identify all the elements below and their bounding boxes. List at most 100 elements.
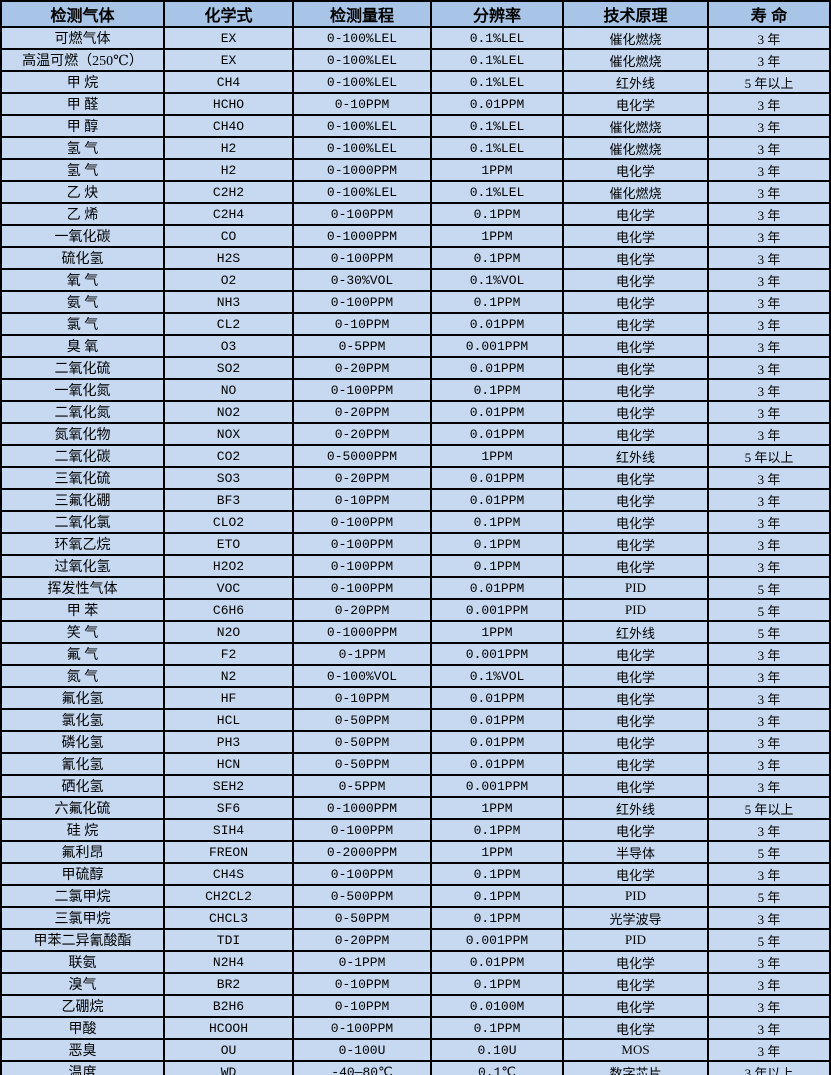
table-cell: 0.01PPM — [430, 92, 564, 116]
table-row: 硫化氢 H2S 0-100PPM 0.1PPM 电化学 3 年 — [0, 246, 831, 270]
table-cell: HCN — [163, 752, 294, 776]
table-cell: 3 年 — [707, 136, 831, 160]
table-cell: 0.1%LEL — [430, 48, 564, 72]
table-cell: 0-100PPM — [292, 554, 432, 578]
table-row: 氢 气 H2 0-100%LEL 0.1%LEL 催化燃烧 3 年 — [0, 136, 831, 160]
table-cell: 5 年 — [707, 576, 831, 600]
table-cell: 可燃气体 — [0, 26, 165, 50]
table-cell: 红外线 — [562, 70, 709, 94]
table-cell: 笑 气 — [0, 620, 165, 644]
table-cell: CH4O — [163, 114, 294, 138]
table-cell: 电化学 — [562, 862, 709, 886]
table-cell: 0-50PPM — [292, 752, 432, 776]
table-cell: 5 年 — [707, 884, 831, 908]
table-row: 乙 烯 C2H4 0-100PPM 0.1PPM 电化学 3 年 — [0, 202, 831, 226]
table-cell: 3 年 — [707, 950, 831, 974]
table-cell: 0.001PPM — [430, 642, 564, 666]
table-row: 甲 苯 C6H6 0-20PPM 0.001PPM PID 5 年 — [0, 598, 831, 622]
table-cell: 0-20PPM — [292, 422, 432, 446]
table-cell: 电化学 — [562, 664, 709, 688]
table-cell: 0.1℃ — [430, 1060, 564, 1075]
table-cell: 0-30%VOL — [292, 268, 432, 292]
table-cell: 0-100%LEL — [292, 114, 432, 138]
table-cell: 3 年 — [707, 378, 831, 402]
table-cell: 电化学 — [562, 92, 709, 116]
table-cell: C2H2 — [163, 180, 294, 204]
table-cell: 0-50PPM — [292, 708, 432, 732]
table-cell: 乙 烯 — [0, 202, 165, 226]
table-cell: 0.1PPM — [430, 884, 564, 908]
table-row: 磷化氢 PH3 0-50PPM 0.01PPM 电化学 3 年 — [0, 730, 831, 754]
table-cell: NO — [163, 378, 294, 402]
table-cell: 红外线 — [562, 796, 709, 820]
table-cell: C2H4 — [163, 202, 294, 226]
table-cell: 0-100%VOL — [292, 664, 432, 688]
header-chemical-formula: 化学式 — [163, 0, 294, 28]
table-row: 甲 醇 CH4O 0-100%LEL 0.1%LEL 催化燃烧 3 年 — [0, 114, 831, 138]
table-cell: 二氧化氮 — [0, 400, 165, 424]
table-row: 乙 炔 C2H2 0-100%LEL 0.1%LEL 催化燃烧 3 年 — [0, 180, 831, 204]
table-cell: 0-1000PPM — [292, 224, 432, 248]
table-cell: 三氧化硫 — [0, 466, 165, 490]
table-cell: C6H6 — [163, 598, 294, 622]
table-cell: 5 年 — [707, 598, 831, 622]
table-cell: 0-10PPM — [292, 994, 432, 1018]
table-cell: 数字芯片 — [562, 1060, 709, 1075]
table-row: 三氟化硼 BF3 0-10PPM 0.01PPM 电化学 3 年 — [0, 488, 831, 512]
table-cell: EX — [163, 26, 294, 50]
table-row: 二氧化碳 CO2 0-5000PPM 1PPM 红外线 5 年以上 — [0, 444, 831, 468]
table-cell: 环氧乙烷 — [0, 532, 165, 556]
table-cell: 3 年以上 — [707, 1060, 831, 1075]
table-cell: F2 — [163, 642, 294, 666]
table-cell: NH3 — [163, 290, 294, 314]
table-cell: HF — [163, 686, 294, 710]
table-row: 可燃气体 EX 0-100%LEL 0.1%LEL 催化燃烧 3 年 — [0, 26, 831, 50]
table-cell: 3 年 — [707, 862, 831, 886]
table-cell: 0-100%LEL — [292, 26, 432, 50]
table-cell: 0-1000PPM — [292, 620, 432, 644]
table-cell: CL2 — [163, 312, 294, 336]
table-cell: 3 年 — [707, 972, 831, 996]
table-cell: 0.01PPM — [430, 708, 564, 732]
table-cell: SO2 — [163, 356, 294, 380]
table-cell: 3 年 — [707, 708, 831, 732]
table-cell: 电化学 — [562, 686, 709, 710]
table-cell: HCL — [163, 708, 294, 732]
table-cell: 氯 气 — [0, 312, 165, 336]
table-row: 六氟化硫 SF6 0-1000PPM 1PPM 红外线 5 年以上 — [0, 796, 831, 820]
table-cell: H2 — [163, 158, 294, 182]
table-row: 挥发性气体 VOC 0-100PPM 0.01PPM PID 5 年 — [0, 576, 831, 600]
table-cell: 甲苯二异氰酸酯 — [0, 928, 165, 952]
table-cell: O3 — [163, 334, 294, 358]
table-cell: HCHO — [163, 92, 294, 116]
table-cell: 甲 苯 — [0, 598, 165, 622]
table-cell: 1PPM — [430, 224, 564, 248]
table-cell: SF6 — [163, 796, 294, 820]
table-cell: 0.01PPM — [430, 356, 564, 380]
table-cell: 0-100PPM — [292, 818, 432, 842]
table-row: 氟利昂 FREON 0-2000PPM 1PPM 半导体 5 年 — [0, 840, 831, 864]
table-row: 氮 气 N2 0-100%VOL 0.1%VOL 电化学 3 年 — [0, 664, 831, 688]
table-cell: 3 年 — [707, 1016, 831, 1040]
table-cell: 氟利昂 — [0, 840, 165, 864]
table-cell: 3 年 — [707, 642, 831, 666]
table-cell: 溴气 — [0, 972, 165, 996]
table-cell: 0-2000PPM — [292, 840, 432, 864]
table-cell: -40—80℃ — [292, 1060, 432, 1075]
table-cell: 3 年 — [707, 686, 831, 710]
table-cell: 二氧化碳 — [0, 444, 165, 468]
table-cell: 氢 气 — [0, 136, 165, 160]
table-cell: 电化学 — [562, 378, 709, 402]
table-cell: 二氯甲烷 — [0, 884, 165, 908]
table-cell: OU — [163, 1038, 294, 1062]
table-cell: 3 年 — [707, 26, 831, 50]
table-cell: 0.1%LEL — [430, 136, 564, 160]
table-cell: 电化学 — [562, 950, 709, 974]
table-row: 氯化氢 HCL 0-50PPM 0.01PPM 电化学 3 年 — [0, 708, 831, 732]
table-cell: 3 年 — [707, 180, 831, 204]
table-cell: 电化学 — [562, 290, 709, 314]
header-resolution: 分辨率 — [430, 0, 564, 28]
table-cell: 0-1PPM — [292, 642, 432, 666]
table-cell: 0.01PPM — [430, 400, 564, 424]
